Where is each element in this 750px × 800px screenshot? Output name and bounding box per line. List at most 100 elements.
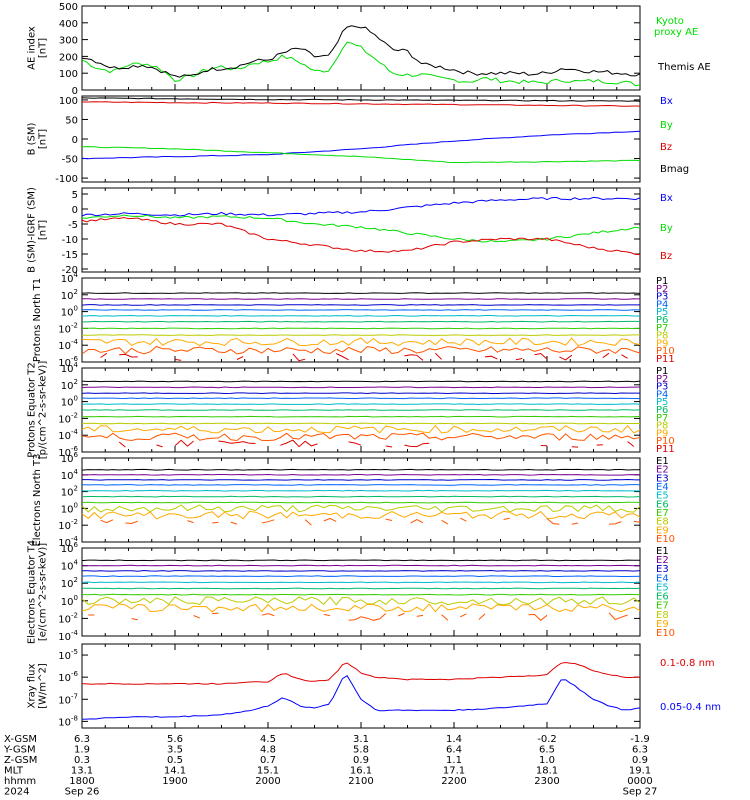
axis-row-value: 2300 <box>534 776 559 787</box>
y-tick-label: 102 <box>61 288 78 302</box>
series-line <box>81 196 641 217</box>
channel-line <box>81 292 641 295</box>
y-tick-label: 200 <box>59 52 78 63</box>
axis-row-value: 16.1 <box>350 766 372 777</box>
y-tick-label: -50 <box>62 155 78 166</box>
y-tick-label: 5 <box>72 190 78 201</box>
axis-row-label: Y-GSM <box>3 745 36 756</box>
axis-row-value: 1.1 <box>446 755 462 766</box>
channel-line <box>118 439 635 448</box>
legend-E2: E2 <box>656 465 669 476</box>
legend-P8: P8 <box>656 331 668 342</box>
channel-line <box>81 380 641 383</box>
legend-P4: P4 <box>656 389 668 400</box>
series-line <box>81 41 641 87</box>
axis-row-value: 0.9 <box>353 755 369 766</box>
y-tick-label: -10 <box>62 235 78 246</box>
channel-line <box>81 304 640 306</box>
y-tick-label: 10-2 <box>58 411 78 425</box>
axis-row-value: 1800 <box>69 776 94 787</box>
y-tick-label: 10-4 <box>58 338 78 352</box>
y-tick-label: 10-6 <box>58 445 78 459</box>
axis-row-value: 1.9 <box>74 745 90 756</box>
legend-E1: E1 <box>656 546 669 557</box>
y-tick-label: 0 <box>72 135 78 146</box>
axis-date-start: Sep 26 <box>65 787 100 798</box>
y-axis-label-line: [p/(cm^2-s-sr-keV)] <box>38 361 49 460</box>
y-axis-label-line: [nT] <box>38 129 49 149</box>
axis-row-value: 1900 <box>162 776 187 787</box>
channel-line <box>81 489 640 492</box>
y-tick-label: -20 <box>62 265 78 276</box>
axis-year: 2024 <box>4 787 29 798</box>
y-tick-label: 100 <box>59 69 78 80</box>
y-tick-label: 104 <box>61 361 79 375</box>
y-tick-label: 102 <box>61 485 78 499</box>
channel-line <box>82 320 641 323</box>
y-tick-label: 104 <box>61 468 79 482</box>
axis-row-value: 6.4 <box>446 745 462 756</box>
y-tick-label: 104 <box>61 559 79 573</box>
channel-line <box>101 353 640 361</box>
panel-frame <box>81 547 641 637</box>
y-tick-label: 10-7 <box>58 692 78 706</box>
channel-line <box>81 504 641 513</box>
legend-Bx: Bx <box>660 193 673 204</box>
axis-row-value: 15.1 <box>257 766 279 777</box>
legend-P2: P2 <box>656 374 668 385</box>
legend-themis: Themis AE <box>657 62 711 73</box>
channel-line <box>81 327 641 330</box>
legend-Bz: Bz <box>660 142 672 153</box>
axis-row-value: 17.1 <box>443 766 465 777</box>
legend-E10: E10 <box>656 628 675 639</box>
legend-P10: P10 <box>656 346 675 357</box>
legend-P5: P5 <box>656 307 668 318</box>
legend-P1: P1 <box>656 366 668 377</box>
series-line <box>81 214 641 243</box>
channel-line <box>82 422 640 425</box>
y-tick-label: 102 <box>61 378 78 392</box>
legend-P7: P7 <box>656 323 668 334</box>
y-axis-label: B (SM) [nT] <box>27 122 49 155</box>
axis-row-value: 3.1 <box>353 734 369 745</box>
legend-xray-long: 0.1-0.8 nm <box>660 658 715 669</box>
channel-line <box>81 593 641 596</box>
legend-P6: P6 <box>656 405 668 416</box>
legend-kyoto: proxy AE <box>654 27 698 38</box>
axis-row-value: 6.5 <box>539 745 555 756</box>
axis-row-value: 6.3 <box>632 745 648 756</box>
channel-line <box>81 468 641 471</box>
axis-row-value: 1.0 <box>539 755 555 766</box>
channel-line <box>81 424 641 434</box>
legend-E3: E3 <box>656 564 669 575</box>
legend-E2: E2 <box>656 555 669 566</box>
legend-E10: E10 <box>656 534 675 545</box>
legend-E5: E5 <box>656 491 669 502</box>
legend-P9: P9 <box>656 428 668 439</box>
panel-frame <box>81 95 641 183</box>
legend-E3: E3 <box>656 473 669 484</box>
y-tick-label: 10-2 <box>58 518 78 532</box>
y-tick-label: 102 <box>61 576 78 590</box>
y-axis-label: AE index [nT] <box>27 26 49 70</box>
y-tick-label: -15 <box>62 250 78 261</box>
series-line <box>81 25 641 78</box>
y-axis-label-line: [nT] <box>38 220 49 240</box>
axis-row-value: 6.3 <box>74 734 90 745</box>
legend-P3: P3 <box>656 382 668 393</box>
legend-E7: E7 <box>656 601 669 612</box>
channel-line <box>81 432 641 442</box>
axis-row-value: 0.3 <box>74 755 90 766</box>
legend-P8: P8 <box>656 421 668 432</box>
axis-row-value: 0000 <box>627 776 652 787</box>
y-tick-label: 50 <box>65 115 78 126</box>
axis-row-value: 14.1 <box>164 766 186 777</box>
y-axis-label-line: B (SM)-IGRF (SM) <box>27 187 38 273</box>
y-tick-label: 106 <box>61 451 79 465</box>
y-tick-label: 10-4 <box>58 629 78 643</box>
y-tick-label: 100 <box>61 501 78 515</box>
channel-line <box>81 337 641 347</box>
channel-line <box>81 473 641 476</box>
legend-P4: P4 <box>656 299 668 310</box>
